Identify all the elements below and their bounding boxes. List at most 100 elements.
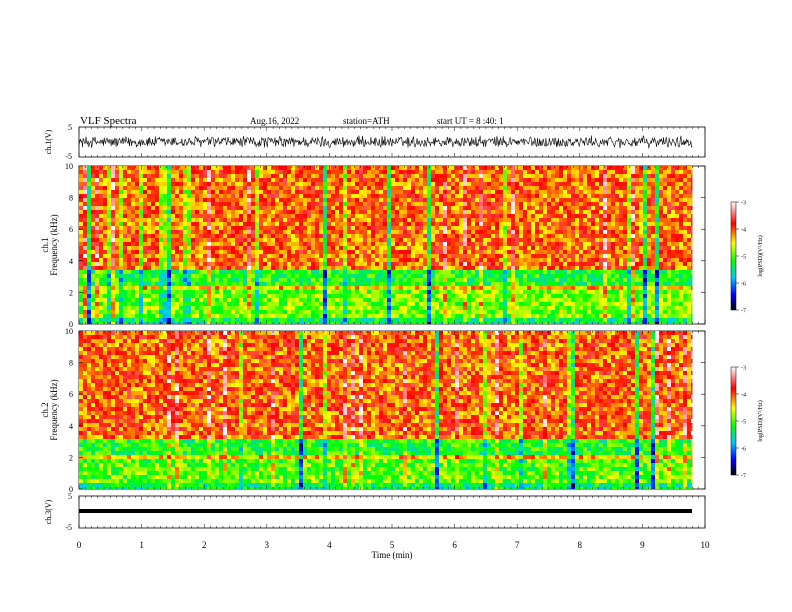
spectrogram-cell <box>279 242 283 246</box>
spectrogram-cell <box>135 186 139 190</box>
spectrogram-cell <box>467 270 471 274</box>
spectrogram-cell <box>551 226 555 230</box>
spectrogram-cell <box>387 206 391 210</box>
spectrogram-cell <box>447 302 451 306</box>
spectrogram-cell <box>427 306 431 310</box>
spectrogram-cell <box>271 186 275 190</box>
spectrogram-cell <box>219 178 223 182</box>
spectrogram-cell <box>479 302 483 306</box>
spectrogram-cell <box>471 318 475 322</box>
spectrogram-cell <box>159 306 163 310</box>
spectrogram-cell <box>203 246 207 250</box>
spectrogram-cell <box>79 250 83 254</box>
spectrogram-cell <box>187 174 191 178</box>
spectrogram-cell <box>315 318 319 322</box>
spectrogram-cell <box>343 286 347 290</box>
spectrogram-cell <box>271 218 275 222</box>
spectrogram-cell <box>187 214 191 218</box>
spectrogram-cell <box>247 274 251 278</box>
spectrogram-cell <box>567 182 571 186</box>
spectrogram-cell <box>203 266 207 270</box>
spectrogram-cell <box>319 194 323 198</box>
spectrogram-cell <box>331 250 335 254</box>
spectrogram-cell <box>307 186 311 190</box>
spectrogram-cell <box>535 166 539 170</box>
spectrogram-cell <box>503 250 507 254</box>
spectrogram-cell <box>399 202 403 206</box>
spectrogram-cell <box>167 198 171 202</box>
spectrogram-cell <box>175 238 179 242</box>
spectrogram-cell <box>383 254 387 258</box>
spectrogram-cell <box>227 250 231 254</box>
spectrogram-cell <box>279 298 283 302</box>
spectrogram-cell <box>459 310 463 314</box>
spectrogram-cell <box>279 234 283 238</box>
spectrogram-cell <box>335 290 339 294</box>
spectrogram-cell <box>211 294 215 298</box>
spectrogram-cell <box>119 298 123 302</box>
spectrogram-cell <box>203 254 207 258</box>
spectrogram-cell <box>355 254 359 258</box>
spectrogram-cell <box>83 218 87 222</box>
spectrogram-cell <box>395 190 399 194</box>
spectrogram-cell <box>475 182 479 186</box>
spectrogram-cell <box>175 306 179 310</box>
spectrogram-cell <box>239 166 243 170</box>
spectrogram-cell <box>247 298 251 302</box>
spectrogram-cell <box>139 230 143 234</box>
spectrogram-cell <box>227 314 231 318</box>
spectrogram-cell <box>167 222 171 226</box>
spectrogram-cell <box>571 234 575 238</box>
spectrogram-cell <box>463 282 467 286</box>
spectrogram-cell <box>567 214 571 218</box>
spectrogram-cell <box>175 270 179 274</box>
spectrogram-cell <box>103 282 107 286</box>
spectrogram-cell <box>391 266 395 270</box>
spectrogram-cell <box>243 174 247 178</box>
spectrogram-cell <box>535 258 539 262</box>
spectrogram-cell <box>531 214 535 218</box>
spectrogram-cell <box>199 182 203 186</box>
spectrogram-cell <box>307 166 311 170</box>
spectrogram-cell <box>507 226 511 230</box>
spectrogram-cell <box>103 278 107 282</box>
spectrogram-cell <box>367 270 371 274</box>
spectrogram-cell <box>327 198 331 202</box>
spectrogram-cell <box>567 286 571 290</box>
spectrogram-cell <box>491 206 495 210</box>
spectrogram-cell <box>231 182 235 186</box>
spectrogram-cell <box>555 242 559 246</box>
spectrogram-cell <box>263 230 267 234</box>
spectrogram-cell <box>175 262 179 266</box>
spectrogram-cell <box>387 250 391 254</box>
spectrogram-cell <box>411 250 415 254</box>
spectrogram-cell <box>451 262 455 266</box>
spectrogram-cell <box>351 278 355 282</box>
spectrogram-cell <box>119 230 123 234</box>
spectrogram-cell <box>555 314 559 318</box>
spectrogram-cell <box>395 206 399 210</box>
spectrogram-cell <box>255 230 259 234</box>
spectrogram-cell <box>435 222 439 226</box>
spectrogram-cell <box>167 290 171 294</box>
spectrogram-cell <box>155 242 159 246</box>
spectrogram-cell <box>527 226 531 230</box>
spectrogram-cell <box>123 190 127 194</box>
spectrogram-cell <box>323 242 327 246</box>
spectrogram-cell <box>227 282 231 286</box>
spectrogram-cell <box>239 190 243 194</box>
spectrogram-cell <box>303 186 307 190</box>
spectrogram-cell <box>359 166 363 170</box>
spectrogram-cell <box>343 166 347 170</box>
spectrogram-cell <box>443 166 447 170</box>
spectrogram-cell <box>499 282 503 286</box>
spectrogram-cell <box>435 214 439 218</box>
spectrogram-cell <box>303 250 307 254</box>
spectrogram-cell <box>411 210 415 214</box>
spectrogram-cell <box>359 318 363 322</box>
spectrogram-cell <box>567 210 571 214</box>
spectrogram-cell <box>375 178 379 182</box>
spectrogram-cell <box>339 278 343 282</box>
spectrogram-cell <box>231 274 235 278</box>
spectrogram-cell <box>195 306 199 310</box>
